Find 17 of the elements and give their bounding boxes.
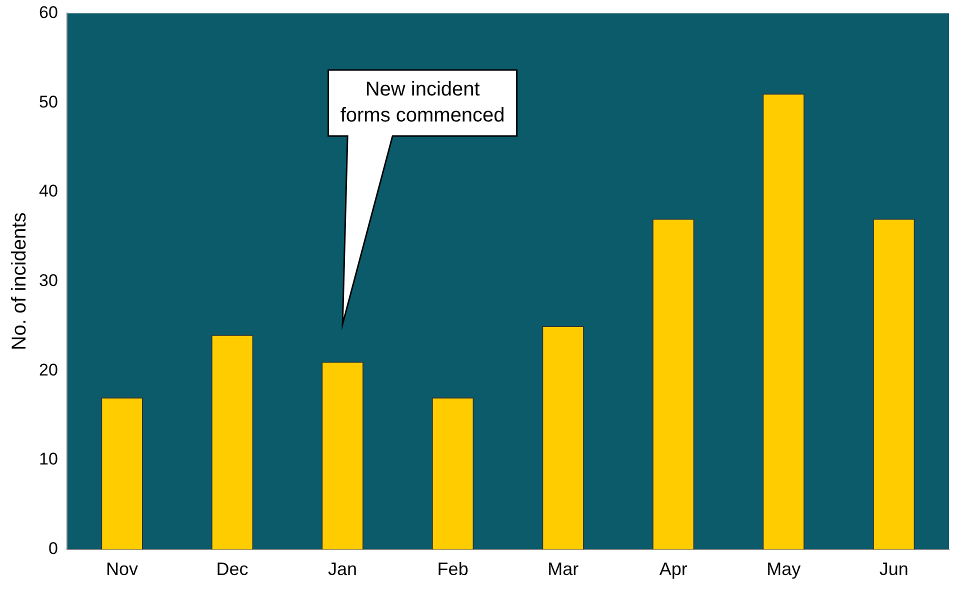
- x-tick-label: Feb: [437, 559, 468, 580]
- x-tick-label: Apr: [659, 559, 688, 580]
- y-tick-label: 20: [38, 360, 58, 380]
- y-tick-label: 10: [38, 450, 58, 469]
- x-tick-label: Jun: [879, 559, 908, 580]
- y-tick-label: 30: [38, 270, 58, 290]
- annotation: New incident forms commenced: [340, 78, 505, 127]
- y-axis-title: No. of incidents: [8, 212, 31, 350]
- y-tick-label: 50: [38, 92, 58, 112]
- x-tick-label: Jan: [328, 559, 358, 580]
- x-tick-label: May: [766, 559, 801, 580]
- y-tick-label: 40: [38, 182, 58, 201]
- y-tick-label: 0: [48, 539, 58, 558]
- x-tick-label: Dec: [216, 559, 248, 580]
- x-tick-label: Mar: [548, 559, 579, 580]
- x-tick-label: Nov: [106, 559, 138, 580]
- y-tick-label: 60: [38, 2, 58, 22]
